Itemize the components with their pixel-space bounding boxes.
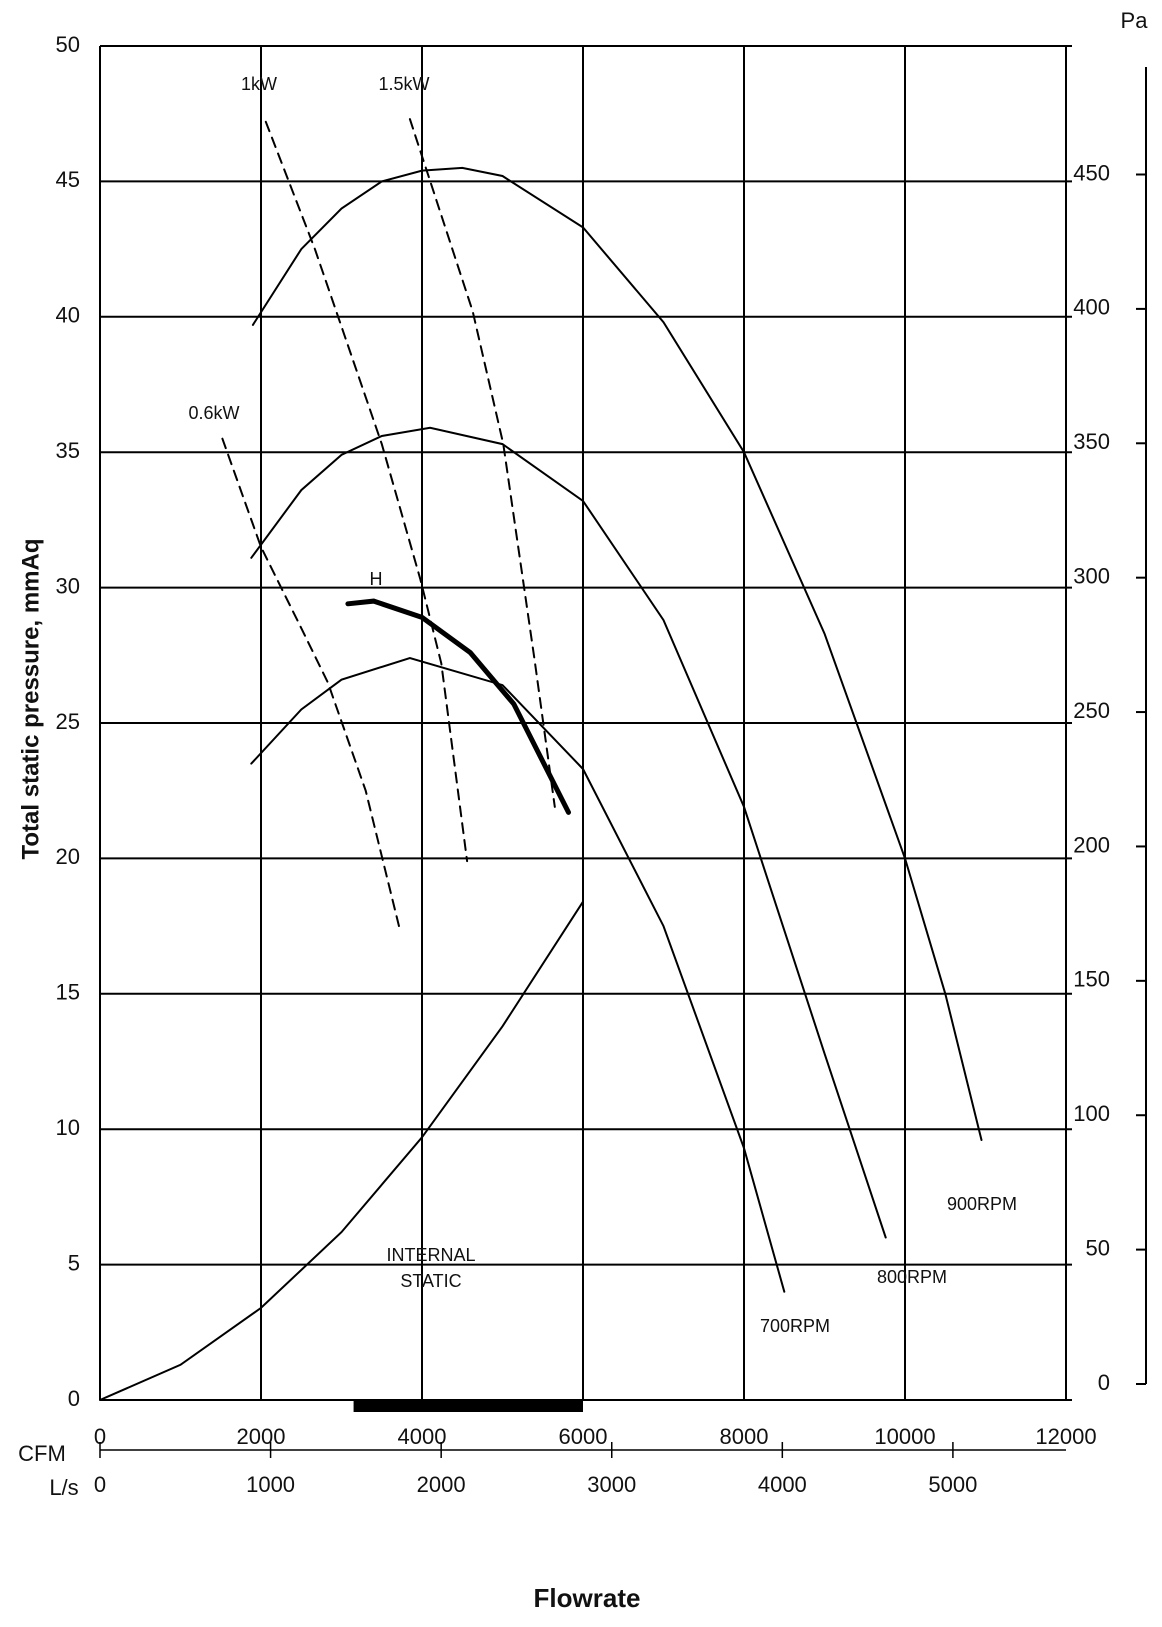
y-axis-title: Total static pressure, mmAq — [17, 539, 44, 860]
x-tick-label: 4000 — [398, 1424, 447, 1449]
curve — [251, 166, 983, 1141]
curve — [250, 656, 786, 1293]
y2-unit: Pa — [1121, 8, 1149, 33]
curve-label: 1kW — [241, 74, 277, 94]
y-tick-label: 35 — [56, 438, 80, 463]
y-tick-label: 25 — [56, 709, 80, 734]
curve — [250, 426, 887, 1239]
curve-label: 0.6kW — [188, 403, 239, 423]
y-tick-label: 30 — [56, 573, 80, 598]
y-tick-label: 0 — [68, 1386, 80, 1411]
x-tick-label: 0 — [94, 1424, 106, 1449]
y-tick-label: 5 — [68, 1250, 80, 1275]
y2-tick-label: 250 — [1073, 698, 1110, 723]
curve — [99, 900, 584, 1401]
y2-tick-label: 400 — [1073, 295, 1110, 320]
y2-tick-label: 350 — [1073, 429, 1110, 454]
y-tick-label: 20 — [56, 844, 80, 869]
curve-label: 700RPM — [760, 1316, 830, 1336]
x-tick-label: 6000 — [559, 1424, 608, 1449]
curve-label: 800RPM — [877, 1267, 947, 1287]
x2-tick-label: 0 — [94, 1472, 106, 1497]
curve-label: INTERNAL STATIC — [386, 1245, 475, 1291]
x2-tick-label: 1000 — [246, 1472, 295, 1497]
y2-tick-label: 300 — [1073, 563, 1110, 588]
x-tick-label: 8000 — [720, 1424, 769, 1449]
y2-tick-label: 100 — [1073, 1101, 1110, 1126]
x-tick-label: 10000 — [874, 1424, 935, 1449]
curve-label: 1.5kW — [378, 74, 429, 94]
y2-tick-label: 450 — [1073, 160, 1110, 185]
y-tick-label: 50 — [56, 32, 80, 57]
y-tick-label: 45 — [56, 167, 80, 192]
y2-tick-label: 50 — [1086, 1235, 1110, 1260]
curve — [264, 120, 469, 863]
y-tick-label: 40 — [56, 303, 80, 328]
x-tick-label: 2000 — [237, 1424, 286, 1449]
curve — [221, 437, 402, 933]
y-tick-label: 10 — [56, 1115, 80, 1140]
y-tick-label: 15 — [56, 980, 80, 1005]
curve-label: H — [370, 569, 383, 589]
x2-unit: L/s — [49, 1475, 78, 1500]
x2-tick-label: 4000 — [758, 1472, 807, 1497]
curve — [345, 598, 571, 815]
x2-tick-label: 5000 — [928, 1472, 977, 1497]
x2-tick-label: 2000 — [417, 1472, 466, 1497]
y2-tick-label: 150 — [1073, 967, 1110, 992]
curve-label: 900RPM — [947, 1194, 1017, 1214]
y2-tick-label: 0 — [1098, 1370, 1110, 1395]
y2-tick-label: 200 — [1073, 832, 1110, 857]
flow-range-bar — [353, 1400, 583, 1412]
x-unit: CFM — [18, 1441, 66, 1466]
x-tick-label: 12000 — [1035, 1424, 1096, 1449]
x2-tick-label: 3000 — [587, 1472, 636, 1497]
x-axis-title: Flowrate — [534, 1583, 641, 1613]
